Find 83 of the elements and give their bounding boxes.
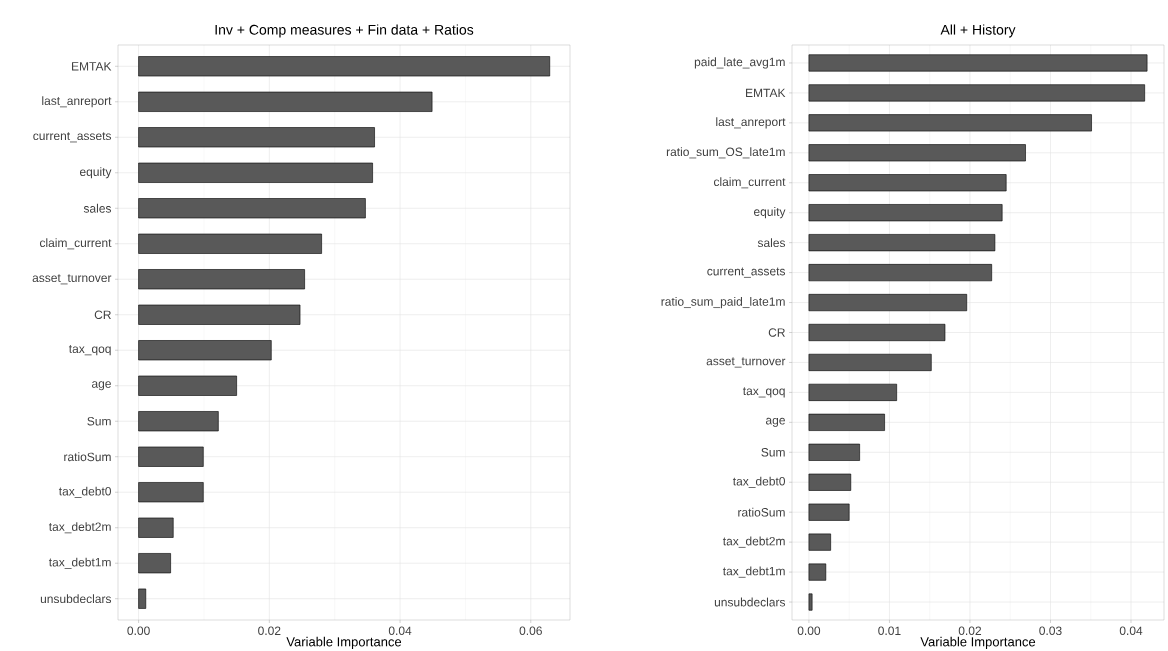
y-tick-label: tax_debt0 <box>58 486 111 498</box>
y-tick-label: Sum <box>87 416 111 426</box>
bar <box>808 144 1026 162</box>
x-tick-label: 0.04 <box>388 626 412 636</box>
bar <box>138 375 237 396</box>
y-tick-label: age <box>765 417 785 427</box>
y-tick-label: unsubdeclars <box>714 597 786 607</box>
bar <box>138 91 433 112</box>
y-tick-label: asset_turnover <box>32 274 112 285</box>
bar <box>808 84 1145 102</box>
bar <box>808 353 932 371</box>
y-tick-label: current_assets <box>707 267 786 278</box>
x-tick-label: 0.03 <box>1039 626 1062 636</box>
y-tick-label: last_anreport <box>42 96 112 108</box>
y-tick-label: ratioSum <box>738 507 785 517</box>
bar <box>138 446 204 467</box>
bar <box>808 234 996 252</box>
bar <box>138 517 174 538</box>
y-tick-label: asset_turnover <box>706 357 786 368</box>
bar <box>808 563 827 581</box>
y-tick-label: tax_debt0 <box>732 476 786 488</box>
y-tick-label: unsubdeclars <box>40 594 112 604</box>
bar <box>808 264 992 282</box>
y-tick-label: tax_debt1m <box>48 557 111 569</box>
bar <box>138 482 204 503</box>
bar <box>808 533 831 551</box>
bar <box>808 443 860 461</box>
bar <box>138 588 147 609</box>
bar <box>138 127 375 148</box>
y-tick-label: claim_current <box>39 238 112 250</box>
y-tick-label: last_anreport <box>716 117 786 129</box>
chart-title: Inv + Comp measures + Fin data + Ratios <box>215 24 474 38</box>
y-tick-label: age <box>91 381 111 391</box>
y-tick-label: CR <box>94 310 111 320</box>
bar <box>808 204 1003 222</box>
y-tick-label: sales <box>83 203 112 213</box>
x-tick-label: 0.01 <box>878 626 901 636</box>
x-axis-title: Variable Importance <box>920 636 1036 649</box>
y-tick-label: ratioSum <box>64 452 111 462</box>
x-tick-label: 0.04 <box>1119 626 1143 636</box>
y-tick-label: EMTAK <box>72 62 112 71</box>
x-axis-title: Variable Importance <box>286 636 402 649</box>
y-tick-label: tax_debt2m <box>722 536 785 548</box>
bar <box>808 54 1148 72</box>
bar <box>138 269 305 290</box>
x-tick-label: 0.02 <box>958 626 982 636</box>
bar <box>808 593 813 611</box>
y-tick-label: tax_qoq <box>742 387 785 398</box>
bar <box>808 503 850 521</box>
bar <box>138 340 272 361</box>
bar <box>138 162 373 183</box>
y-tick-label: ratio_sum_OS_late1m <box>666 147 785 159</box>
y-tick-label: Sum <box>761 448 785 457</box>
bar <box>138 233 322 254</box>
x-tick-label: 0.00 <box>127 626 150 636</box>
bar <box>138 56 551 77</box>
bar <box>808 174 1007 192</box>
y-tick-label: claim_current <box>713 177 786 189</box>
bar <box>808 413 885 431</box>
bar <box>138 553 171 574</box>
y-tick-label: CR <box>768 328 785 337</box>
y-tick-label: current_assets <box>33 132 112 143</box>
chart-title: All + History <box>940 24 1016 38</box>
y-tick-label: equity <box>79 167 112 179</box>
bar <box>808 383 897 401</box>
bar <box>808 473 852 491</box>
y-tick-label: equity <box>753 207 786 219</box>
bar <box>138 411 219 432</box>
x-tick-label: 0.00 <box>797 626 821 636</box>
bar <box>808 294 968 312</box>
bar <box>808 114 1092 132</box>
y-tick-label: paid_late_avg1m <box>694 57 785 69</box>
x-tick-label: 0.06 <box>519 626 542 636</box>
y-tick-label: EMTAK <box>746 88 786 98</box>
y-tick-label: tax_qoq <box>68 345 111 356</box>
bar <box>138 304 301 325</box>
y-tick-label: tax_debt2m <box>48 522 111 534</box>
y-tick-label: tax_debt1m <box>722 566 785 578</box>
y-tick-label: ratio_sum_paid_late1m <box>661 296 785 309</box>
x-tick-label: 0.02 <box>258 626 281 636</box>
y-tick-label: sales <box>757 238 786 248</box>
bar <box>808 323 946 342</box>
bar <box>138 198 366 219</box>
